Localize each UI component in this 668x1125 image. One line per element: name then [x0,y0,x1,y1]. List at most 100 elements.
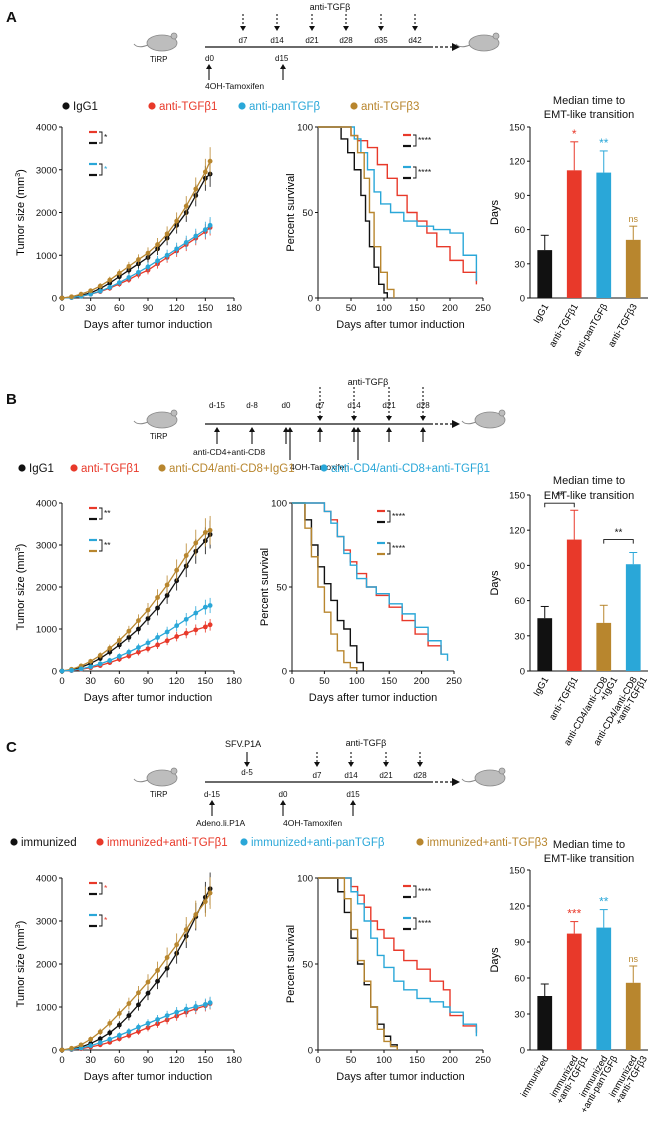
mouse-ear [170,409,178,417]
tamoxifen-label: 4OH-Tamoxifen [205,81,264,91]
y-tick-label: 30 [514,631,525,642]
bar-category-label: IgG1 [532,675,552,698]
data-point [155,968,160,973]
anti-tgfb-label: anti-TGFβ [310,2,351,12]
data-point [164,629,170,635]
antibody-arrow-head [417,762,423,767]
data-point [164,638,170,644]
mouse-body [474,411,506,429]
y-tick-label: 90 [514,561,525,572]
tumor-sig-1-bracket [99,882,103,895]
y-tick-label: 2000 [36,208,57,219]
x-tick-label: 150 [197,1055,213,1066]
y-axis-label: Tumor size (mm3) [15,921,27,1008]
data-point [107,277,113,283]
bar-anti-CD4/anti-CD8+anti-TGFβ1 [625,564,641,671]
bar-chart-title: EMT-like transition [544,490,634,502]
data-point [183,927,189,932]
data-point [107,658,113,663]
data-point [193,912,199,917]
y-tick-label: 150 [509,123,525,134]
legend-marker [18,464,26,472]
vaccine-label: Adeno.li.P1A [196,818,245,828]
data-point [183,553,189,558]
x-axis-label: Days after tumor induction [336,1071,464,1083]
data-point [136,649,141,655]
day-label: d35 [374,36,388,45]
tumor-0-axes: 0 30 60 90 120 150 180 0 1000 2000 3000 4000 Days af… [36,123,242,332]
sig-bracket [544,502,575,508]
bar-immunized+anti-panTGFβ [596,927,612,1050]
data-point [183,240,189,245]
legend-marker [96,838,104,846]
legend-marker [10,838,18,846]
data-point [88,288,94,294]
mouse-icon-end [455,32,500,52]
day-label: d14 [347,401,361,410]
data-point [155,242,160,247]
data-point [97,653,103,658]
data-point [155,595,160,600]
tumor-sig-1-bracket [99,507,103,520]
data-point [78,666,84,672]
depletion-arrow-head [283,427,289,432]
data-point [207,890,213,896]
x-tick-label: 0 [289,676,294,687]
tamoxifen-arrow-head [287,427,293,432]
survival-curve-IgG1 [318,126,388,298]
legend-marker [416,838,424,846]
tumor-sig-2-bracket [99,163,103,176]
vaccine-arrow-head [209,800,215,805]
bar-category-label: anti-TGFβ3 [606,302,640,349]
data-point [174,942,180,948]
bar-immunized+anti-TGFβ3 [625,982,641,1050]
bar-anti-TGFβ1 [566,170,582,298]
surv-sig-1-symbol: **** [392,511,406,521]
data-point [202,899,208,905]
data-point [174,634,180,639]
data-point [174,567,180,573]
series-line-anti-CD4/anti-CD8+anti-TGFβ1 [61,604,211,672]
day-label: d7 [316,401,325,410]
data-point [145,264,151,270]
mouse-body [474,769,506,787]
data-point [193,627,199,633]
data-point [164,582,170,588]
surv-sig-1-symbol: **** [418,886,432,896]
tamoxifen-arrow-head [206,64,212,69]
antibody-arrow-head [386,416,392,421]
x-tick-label: 0 [315,1055,320,1066]
legend-label: immunized+anti-TGFβ1 [107,837,228,849]
antibody-arrow-head [240,26,246,31]
antibody-arrow-head [343,26,349,31]
x-tick-label: 120 [169,676,185,687]
data-point [88,291,94,297]
y-tick-label: 150 [509,866,525,877]
legend-label: immunized+anti-panTGFβ [251,837,385,849]
data-point [78,1042,84,1048]
surv-sig-2-symbol: **** [418,918,432,928]
data-point [207,158,213,164]
data-point [88,1043,94,1049]
y-axis-label: Percent survival [285,173,297,251]
x-tick-label: 250 [446,676,462,687]
day-label: d-5 [241,768,253,777]
y-tick-label: 120 [509,902,525,913]
data-point [155,258,160,264]
tamoxifen-arrow-head [280,800,286,805]
mouse-tail [133,43,149,48]
vaccine-arrow-head [244,762,250,767]
legend-label: anti-panTGFβ [249,101,321,113]
antibody-up-arrow-head [420,427,426,432]
data-point [69,667,74,673]
x-tick-label: 200 [414,676,430,687]
bar-immunized+anti-TGFβ1 [566,933,582,1050]
data-point [126,653,132,659]
y-tick-label: 0 [52,294,57,305]
series-line-immunized [61,888,211,1051]
depletion-label: anti-CD4+anti-CD8 [193,447,265,457]
data-point [107,649,113,655]
data-point [174,218,180,224]
data-point [145,616,151,621]
x-tick-label: 30 [85,1055,96,1066]
